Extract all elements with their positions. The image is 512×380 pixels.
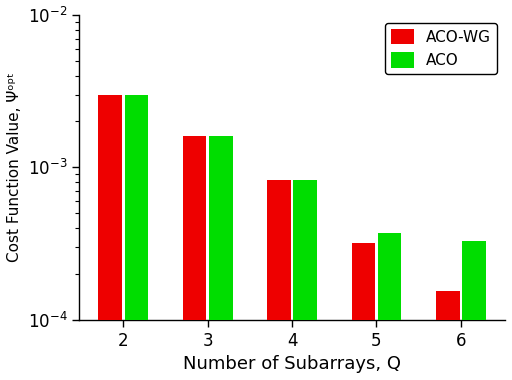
Bar bbox=[209, 136, 232, 380]
Bar bbox=[352, 243, 375, 380]
Y-axis label: Cost Function Value, Ψᵒᵖᵗ: Cost Function Value, Ψᵒᵖᵗ bbox=[7, 73, 22, 262]
Bar bbox=[124, 95, 148, 380]
Bar bbox=[183, 136, 206, 380]
Bar bbox=[436, 291, 460, 380]
X-axis label: Number of Subarrays, Q: Number of Subarrays, Q bbox=[183, 355, 401, 373]
Bar bbox=[462, 241, 486, 380]
Legend: ACO-WG, ACO: ACO-WG, ACO bbox=[385, 23, 498, 74]
Bar bbox=[98, 95, 122, 380]
Bar bbox=[293, 180, 317, 380]
Bar bbox=[267, 180, 291, 380]
Bar bbox=[378, 233, 401, 380]
